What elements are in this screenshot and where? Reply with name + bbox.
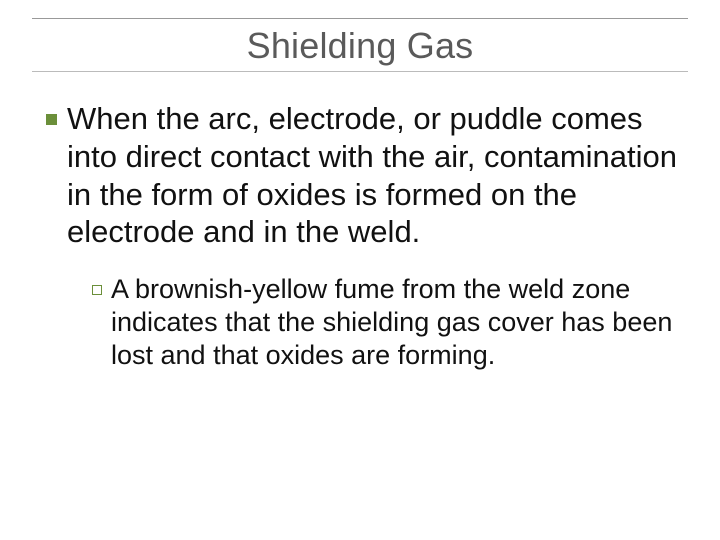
bullet-level-1-text: When the arc, electrode, or puddle comes… [67, 100, 682, 251]
slide: Shielding Gas When the arc, electrode, o… [0, 0, 720, 540]
bullet-level-2-text: A brownish-yellow fume from the weld zon… [111, 273, 682, 372]
slide-body: When the arc, electrode, or puddle comes… [38, 82, 682, 372]
title-block: Shielding Gas [38, 18, 682, 82]
square-bullet-icon [46, 114, 57, 125]
slide-title: Shielding Gas [38, 19, 682, 71]
bullet-level-2: A brownish-yellow fume from the weld zon… [92, 273, 682, 372]
bullet-level-1: When the arc, electrode, or puddle comes… [46, 100, 682, 251]
title-rule-bottom [32, 71, 688, 72]
square-outline-bullet-icon [92, 285, 102, 295]
